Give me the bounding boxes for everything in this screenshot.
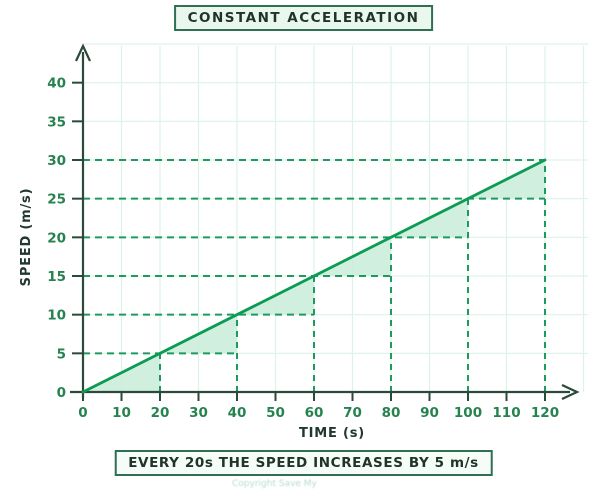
y-tick-label: 10	[47, 308, 66, 324]
x-tick-label: 10	[112, 405, 131, 421]
x-axis-arrow-icon	[561, 384, 580, 400]
x-tick-label: 90	[420, 405, 439, 421]
x-tick-label: 30	[189, 405, 208, 421]
chart-title-box: CONSTANT ACCELERATION	[173, 5, 434, 31]
x-tick-label: 70	[343, 405, 362, 421]
y-tick-label: 30	[47, 153, 66, 169]
speed-time-line	[81, 158, 547, 394]
y-tick-label: 15	[47, 269, 66, 285]
x-axis-title: TIME (s)	[299, 426, 365, 441]
x-tick-label: 120	[531, 405, 559, 421]
y-axis-arrow-icon	[75, 43, 91, 62]
chart-title: CONSTANT ACCELERATION	[187, 10, 420, 26]
copyright-watermark: Copyright Save My	[232, 479, 317, 489]
y-tick-label: 25	[47, 192, 66, 208]
x-tick-label: 40	[228, 405, 247, 421]
x-tick-label: 80	[382, 405, 401, 421]
y-axis-title: SPEED (m/s)	[19, 188, 34, 287]
x-tick-label: 100	[454, 405, 482, 421]
y-tick-label: 40	[47, 76, 66, 92]
y-tick-label: 35	[47, 114, 66, 130]
x-tick-label: 110	[492, 405, 520, 421]
y-tick-label: 20	[47, 230, 66, 246]
x-tick-label: 50	[266, 405, 285, 421]
y-tick-label: 5	[57, 346, 66, 362]
x-tick-label: 0	[78, 405, 87, 421]
y-tick-label: 0	[57, 385, 66, 401]
x-tick-label: 20	[151, 405, 170, 421]
caption-box: EVERY 20s THE SPEED INCREASES BY 5 m/s	[114, 450, 493, 476]
caption-text: EVERY 20s THE SPEED INCREASES BY 5 m/s	[128, 455, 479, 471]
x-tick-label: 60	[305, 405, 324, 421]
